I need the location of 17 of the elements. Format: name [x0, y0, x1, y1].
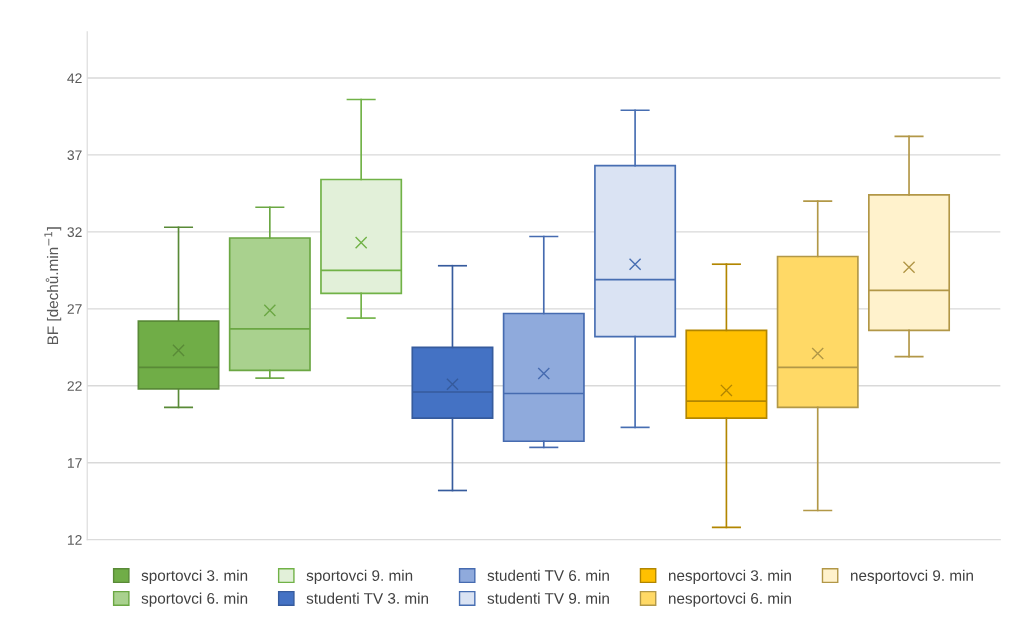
legend-label: studenti TV 9. min [487, 592, 609, 604]
legend-label: nesportovci 9. min [850, 569, 973, 584]
y-tick-label: 22 [67, 381, 82, 391]
legend-label: sportovci 6. min [141, 592, 248, 607]
y-tick-label: 17 [67, 458, 82, 468]
y-tick-label: 27 [67, 304, 82, 314]
y-tick-label: 32 [67, 227, 82, 238]
legend-label: sportovci 9. min [306, 569, 413, 584]
legend-label: studenti TV 6. min [487, 569, 609, 581]
y-axis-title: BF [dechů.min$^{−1}$] [44, 227, 62, 345]
legend-label: studenti TV 3. min [306, 592, 429, 604]
legend-label: sportovci 3. min [141, 569, 248, 584]
legend-label: nesportovci 3. min [668, 569, 791, 584]
legend-label: nesportovci 6. min [668, 592, 791, 607]
y-tick-label: 42 [67, 73, 82, 83]
y-tick-label: 37 [67, 150, 82, 161]
y-tick-label: 12 [67, 535, 82, 545]
